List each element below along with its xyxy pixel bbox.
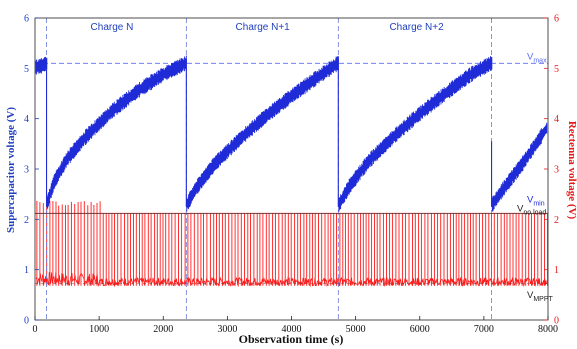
y-left-tick-label: 4 [24, 114, 29, 125]
reference-label-MPPT: VMPPT [527, 290, 554, 303]
reference-lines-group [35, 62, 548, 285]
x-tick-label: 0 [33, 324, 38, 335]
reference-label-max: Vmax [527, 51, 547, 64]
charge-label: Charge N+2 [389, 22, 444, 33]
x-tick-label: 3000 [217, 324, 237, 335]
y-right-tick-label: 6 [554, 14, 559, 25]
x-tick-label: 8000 [538, 324, 558, 335]
y-left-tick-label: 2 [24, 215, 29, 226]
charge-labels-group: Charge N Charge N+1 Charge N+2 [91, 22, 445, 33]
supercapacitor-series-group [35, 55, 548, 212]
x-tick-label: 4000 [282, 324, 302, 335]
x-tick-label: 7000 [474, 324, 494, 335]
y-axis-right-ticks: 0 1 2 3 4 5 6 [544, 14, 559, 327]
reference-label-min: Vmin [527, 195, 545, 208]
y-right-tick-label: 1 [554, 265, 559, 276]
y-left-tick-label: 5 [24, 64, 29, 75]
x-axis-ticks: 0 1000 2000 3000 4000 5000 6000 7000 8000 [33, 316, 558, 335]
y-right-tick-label: 3 [554, 165, 559, 176]
y-axis-left-ticks: 0 1 2 3 4 5 6 [24, 14, 39, 327]
x-tick-label: 1000 [89, 324, 109, 335]
reference-label-no-load: Vno load [517, 203, 546, 216]
x-tick-label: 6000 [410, 324, 430, 335]
y-left-tick-label: 1 [24, 265, 29, 276]
y-axis-right-title: Rectenna voltage (V) [566, 121, 577, 220]
y-left-tick-label: 6 [24, 14, 29, 25]
y-left-tick-label: 0 [24, 316, 29, 327]
y-left-tick-label: 3 [24, 165, 29, 176]
supercapacitor-band [35, 55, 548, 212]
x-axis-title: Observation time (s) [239, 332, 344, 346]
y-right-tick-label: 4 [554, 114, 559, 125]
y-axis-left-title: Supercapacitor voltage (V) [5, 107, 17, 233]
x-tick-label: 5000 [346, 324, 366, 335]
y-right-tick-label: 0 [554, 316, 559, 327]
x-tick-label: 2000 [153, 324, 173, 335]
rectenna-series-group [35, 200, 549, 288]
y-right-tick-label: 5 [554, 64, 559, 75]
y-right-tick-label: 2 [554, 215, 559, 226]
charge-label: Charge N [91, 22, 134, 33]
charge-label: Charge N+1 [236, 22, 291, 33]
